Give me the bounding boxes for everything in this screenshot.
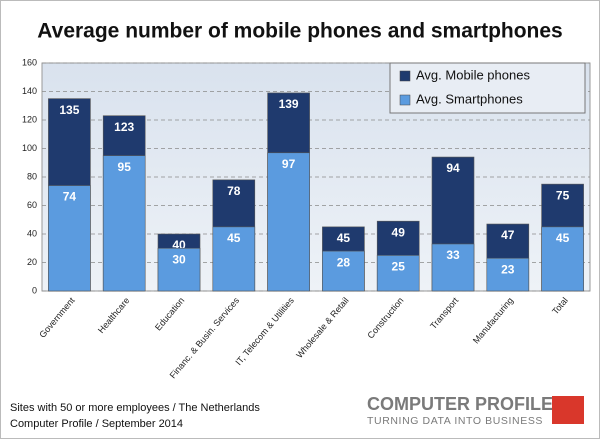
y-tick-label: 20 [27,257,37,267]
bar [431,243,475,292]
logo-tagline: TURNING DATA INTO BUSINESS [367,415,543,427]
data-label: 28 [337,255,351,269]
y-tick-label: 0 [32,285,37,295]
bar [541,226,584,292]
logo-square [552,396,584,424]
y-tick-label: 40 [27,228,37,238]
legend-box [389,62,586,114]
y-tick-label: 160 [22,57,37,67]
bar [157,247,201,292]
y-tick-label: 80 [27,171,37,181]
legend-label: Avg. Mobile phones [416,67,530,82]
y-tick-label: 140 [22,86,37,96]
y-tick-label: 60 [27,200,37,210]
bar [212,226,256,292]
data-label: 23 [501,262,515,276]
data-label: 95 [118,160,132,174]
legend-swatch [399,94,411,106]
data-label: 25 [392,260,406,274]
data-label: 30 [172,252,186,266]
data-label: 75 [556,188,570,202]
data-label: 45 [556,231,570,245]
bar [486,257,530,292]
bar [267,152,310,292]
data-label: 78 [227,184,241,198]
data-label: 45 [337,231,351,245]
y-tick-label: 120 [22,114,37,124]
bar [322,250,365,292]
data-label: 47 [501,228,515,242]
data-label: 135 [59,103,79,117]
data-label: 74 [63,190,77,204]
data-label: 33 [446,248,460,262]
chart-title: Average number of mobile phones and smar… [37,20,562,43]
logo-name: COMPUTER PROFILE [367,394,553,414]
bar [48,185,91,292]
legend-label: Avg. Smartphones [416,91,523,106]
bar [102,155,146,292]
data-label: 139 [279,97,299,111]
data-label: 123 [114,120,134,134]
legend-swatch [399,70,411,82]
data-label: 49 [392,225,406,239]
footer-line: Computer Profile / September 2014 [10,418,183,430]
data-label: 45 [227,231,241,245]
bar [376,255,420,292]
footer-line: Sites with 50 or more employees / The Ne… [10,402,260,414]
data-label: 97 [282,157,296,171]
data-label: 94 [446,161,460,175]
y-tick-label: 100 [22,143,37,153]
